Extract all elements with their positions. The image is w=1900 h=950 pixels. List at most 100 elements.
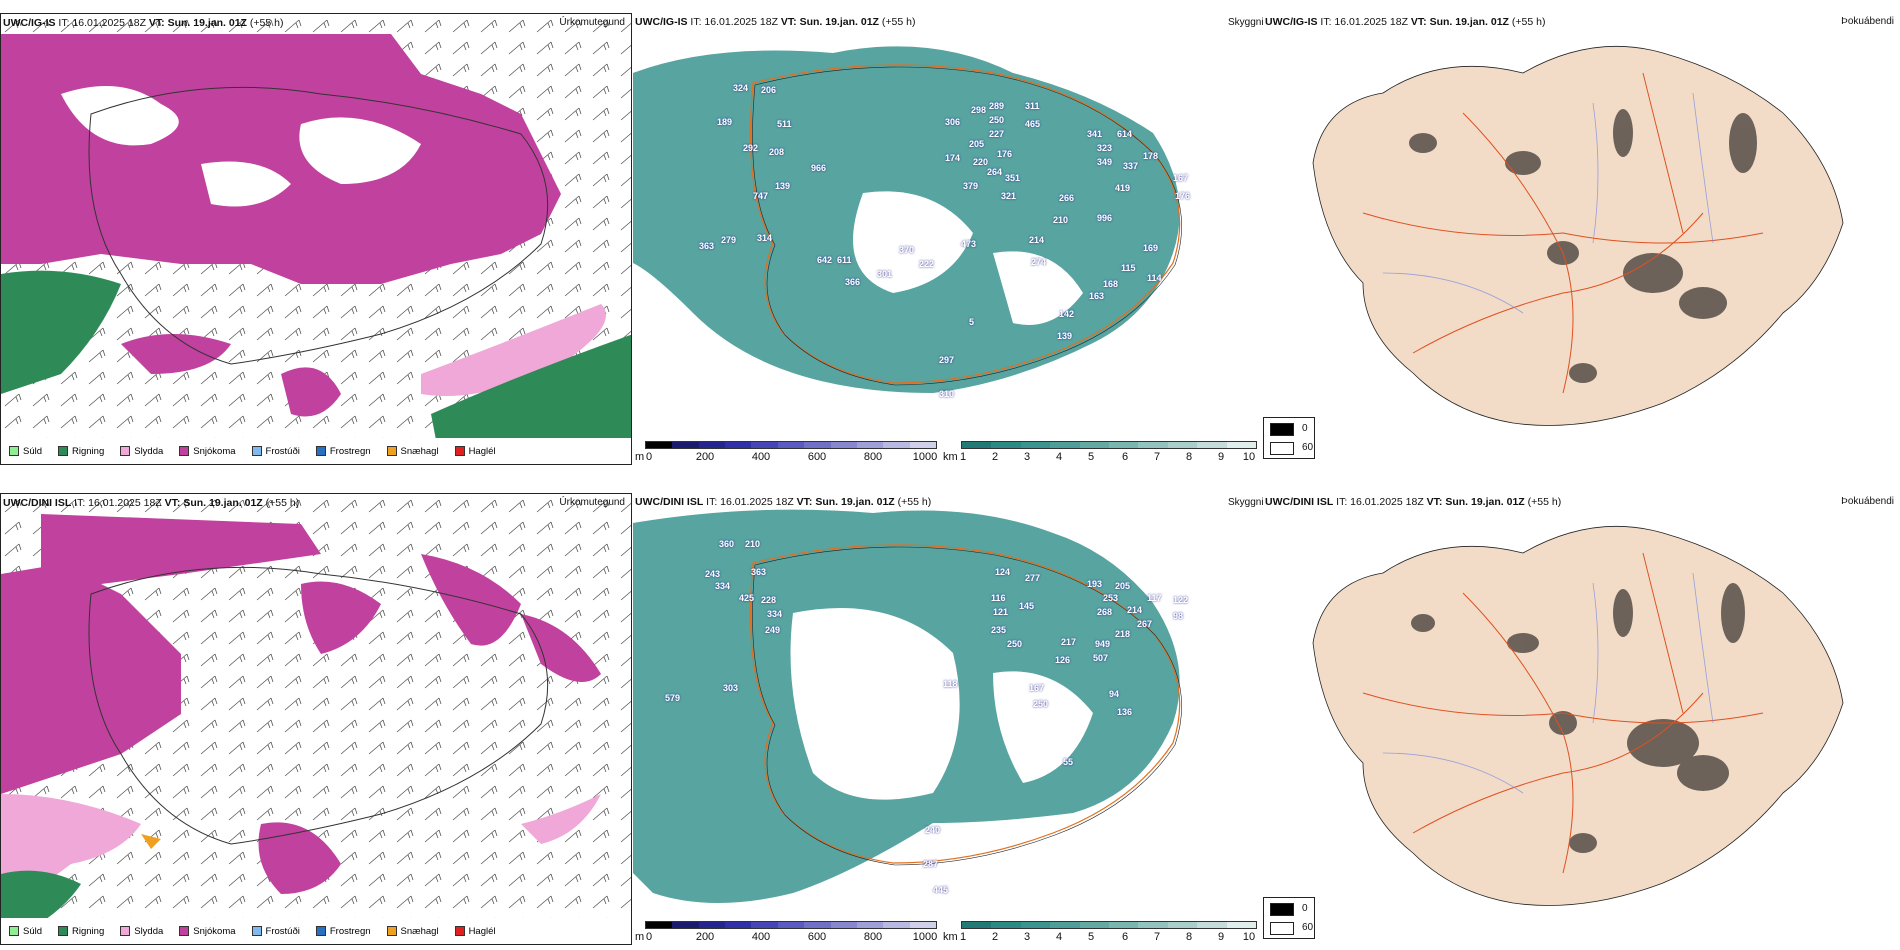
- legend-item: Snjókoma: [179, 446, 236, 457]
- legend-item: Rigning: [58, 446, 104, 457]
- colorbar-step: [1050, 442, 1080, 448]
- peak-label: 250: [989, 115, 1005, 125]
- elevation-colorbar: [645, 921, 937, 929]
- colorbar-step: [830, 922, 857, 928]
- peak-label: 379: [963, 181, 979, 191]
- legend-label: Snæhagl: [400, 925, 439, 937]
- fog-map-row2: UWC/DINI ISL IT: 16.01.2025 18Z VT: Sun.…: [1263, 493, 1900, 945]
- colorbar-step: [698, 922, 726, 928]
- legend-swatch: [120, 446, 131, 456]
- legend-swatch: [1270, 903, 1294, 916]
- precip-map-canvas: [1, 494, 631, 944]
- peak-label: 277: [1025, 573, 1041, 583]
- peak-label: 210: [1053, 215, 1069, 225]
- tick-label: 600: [807, 451, 827, 463]
- colorbar-step: [1109, 442, 1139, 448]
- colorbar-step: [646, 922, 673, 928]
- legend-label: Slydda: [134, 925, 164, 937]
- peak-label: 267: [1137, 619, 1153, 629]
- colorbar-step: [962, 922, 992, 928]
- peak-label: 363: [751, 567, 767, 577]
- colorbar-step: [909, 442, 936, 448]
- colorbar-step: [1226, 922, 1257, 928]
- peak-label: 465: [1025, 119, 1041, 129]
- colorbar-step: [1197, 922, 1227, 928]
- peak-label: 55: [1063, 757, 1074, 767]
- peak-label: 217: [1061, 637, 1077, 647]
- peak-label: 114: [1147, 273, 1162, 283]
- legend-swatch: [386, 926, 397, 936]
- colorbar-step: [1050, 922, 1080, 928]
- legend-label: Frostúði: [265, 925, 300, 937]
- peak-label: 614: [1117, 129, 1133, 139]
- peak-label: 268: [1097, 607, 1113, 617]
- colorbar-step: [1020, 922, 1051, 928]
- peak-label: 176: [997, 149, 1013, 159]
- colorbar-step: [856, 442, 884, 448]
- peak-label: 167: [1173, 173, 1189, 183]
- peak-label: 611: [837, 255, 852, 265]
- legend-swatch: [58, 446, 69, 456]
- legend-item: Frostúði: [251, 445, 300, 457]
- peak-label: 228: [761, 595, 777, 605]
- legend-swatch: [120, 926, 131, 936]
- tick-label: 200: [695, 931, 715, 943]
- peak-label: 205: [1115, 581, 1131, 591]
- peak-label: 5: [969, 317, 975, 327]
- colorbar-step: [1020, 442, 1051, 448]
- legend-label: Frostregn: [329, 925, 371, 937]
- tick-label: 3: [1023, 931, 1031, 943]
- colorbars: m 0 200 400 600 800 1000 km 1 2 3 4 5 6 …: [633, 917, 1261, 945]
- peak-label: 115: [1121, 263, 1136, 273]
- colorbar-step: [991, 922, 1021, 928]
- colorbar-step: [751, 442, 778, 448]
- peak-label: 176: [1175, 191, 1191, 201]
- peak-label: 117: [1147, 593, 1162, 603]
- peak-label: 218: [1115, 629, 1131, 639]
- legend-label: Frostúði: [265, 445, 300, 457]
- tick-label: 1000: [912, 451, 938, 463]
- colorbar-step: [646, 442, 673, 448]
- legend-label: 0: [1302, 423, 1308, 434]
- peak-label: 250: [1007, 639, 1023, 649]
- legend-swatch: [454, 926, 465, 936]
- peak-label: 507: [1093, 653, 1109, 663]
- legend-swatch: [315, 446, 326, 456]
- colorbar-step: [804, 922, 831, 928]
- peak-label: 473: [961, 239, 977, 249]
- tick-label: 9: [1217, 451, 1225, 463]
- peak-label: 289: [989, 101, 1005, 111]
- peak-label: 511: [777, 119, 792, 129]
- peak-label: 249: [765, 625, 781, 635]
- peak-label: 208: [769, 147, 785, 157]
- peak-label: 303: [723, 683, 739, 693]
- peak-label: 169: [1143, 243, 1159, 253]
- elevation-colorbar: [645, 441, 937, 449]
- tick-label: 800: [863, 451, 883, 463]
- colorbar-step: [751, 922, 778, 928]
- tick-label: 8: [1185, 931, 1193, 943]
- peak-label: 126: [1055, 655, 1071, 665]
- peak-label: 205: [969, 139, 985, 149]
- peak-label: 193: [1087, 579, 1103, 589]
- peak-label: 167: [1029, 683, 1045, 693]
- peak-label: 124: [995, 567, 1011, 577]
- visibility-colorbar: [961, 921, 1257, 929]
- peak-label: 306: [945, 117, 961, 127]
- peak-label: 116: [991, 593, 1006, 603]
- peak-label: 264: [987, 167, 1003, 177]
- tick-label: 4: [1055, 931, 1063, 943]
- peak-label: 266: [1059, 193, 1075, 203]
- colorbar-step: [883, 442, 910, 448]
- peak-label: 351: [1005, 173, 1021, 183]
- peak-label: 214: [1029, 235, 1045, 245]
- peak-label: 966: [811, 163, 827, 173]
- peak-label: 292: [743, 143, 759, 153]
- legend-label: Haglél: [468, 445, 496, 457]
- legend-item: Frostregn: [315, 446, 371, 457]
- tick-label: 5: [1087, 931, 1095, 943]
- peak-label: 142: [1059, 309, 1075, 319]
- tick-label: 5: [1087, 451, 1095, 463]
- legend-swatch: [58, 926, 69, 936]
- legend-label: Rigning: [72, 925, 105, 937]
